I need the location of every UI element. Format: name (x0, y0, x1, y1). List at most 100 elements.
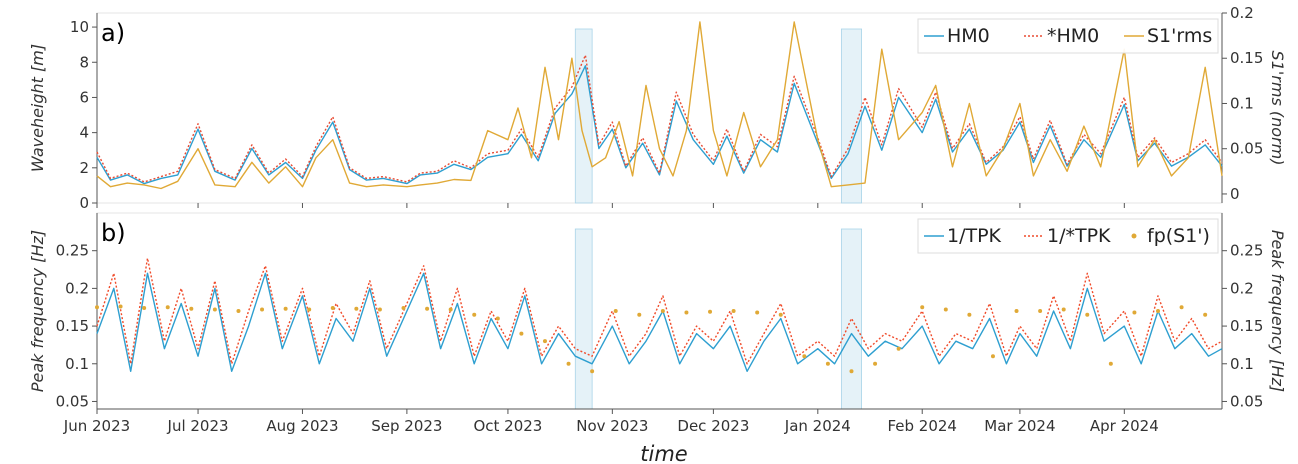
data-point (1132, 310, 1137, 315)
y-axis-label: Peak frequency [Hz] (28, 230, 47, 392)
data-point (212, 307, 217, 312)
y-tick-label: 2 (79, 159, 89, 177)
series-line (96, 257, 1223, 365)
data-point (1061, 307, 1066, 312)
data-point (260, 307, 265, 312)
data-point (637, 312, 642, 317)
y-tick-right-label: 0.05 (1230, 140, 1263, 158)
y-tick-right-label: 0.05 (1230, 392, 1263, 410)
legend-entry: HM0 (947, 25, 990, 47)
y-tick-label: 0.25 (56, 242, 89, 260)
x-tick-label: Sep 2023 (371, 417, 442, 435)
data-point (943, 307, 948, 312)
y-axis-right-label: Peak frequency [Hz] (1268, 230, 1287, 392)
y-tick-right-label: 0.15 (1230, 49, 1263, 67)
x-tick-label: Feb 2024 (887, 417, 957, 435)
data-point (236, 309, 241, 313)
legend-entry: S1'rms (1147, 25, 1212, 47)
y-tick-right-label: 0.2 (1230, 279, 1254, 297)
data-point (613, 309, 618, 313)
legend-entry: 1/TPK (947, 225, 1002, 247)
y-tick-label: 0.2 (65, 279, 89, 297)
panel-a: 0 2 4 6 8 10 0 0.05 0.1 0.15 0.2 Waveheight [m] S1'r… (28, 4, 1287, 212)
x-tick-label: Jan 2024 (784, 417, 851, 435)
y-tick-label: 0.1 (65, 355, 89, 373)
data-point (778, 312, 783, 317)
data-point (590, 369, 595, 374)
y-tick-label: 6 (79, 88, 89, 106)
highlight-span (840, 28, 862, 204)
x-axis: Jun 2023 Jul 2023 Aug 2023 Sep 2023 Oct 2023… (63, 203, 1222, 435)
y-tick-right-label: 0.15 (1230, 317, 1263, 335)
data-point (142, 305, 147, 310)
data-point (1014, 309, 1019, 313)
data-point (755, 310, 760, 315)
y-tick-label: 0.05 (56, 392, 89, 410)
y-tick-label: 0.15 (56, 317, 89, 335)
legend-marker (1131, 233, 1137, 239)
data-point (118, 304, 123, 309)
data-point (967, 312, 972, 317)
series-line (96, 65, 1223, 185)
data-point (684, 310, 689, 315)
data-point (849, 369, 854, 374)
x-tick-label: Jul 2023 (167, 417, 229, 435)
series-line (96, 21, 1223, 190)
data-point (495, 316, 500, 321)
y-tick-right-label: 0.1 (1230, 355, 1254, 373)
data-point (95, 305, 99, 310)
data-point (920, 305, 925, 310)
panel-b: 0.05 0.1 0.15 0.2 0.25 0.05 0.1 0.15 0.2 0.25 Peak… (28, 212, 1287, 410)
data-point (165, 305, 170, 310)
panel-label: b) (101, 219, 126, 247)
data-point (1203, 312, 1208, 317)
y-tick-label: 8 (79, 53, 89, 71)
y-axis-label: Waveheight [m] (28, 44, 47, 172)
y-tick-right-label: 0.25 (1230, 242, 1263, 260)
data-point (307, 307, 312, 312)
data-point (708, 309, 713, 314)
data-point (189, 306, 194, 311)
legend-entry: 1/*TPK (1047, 225, 1111, 247)
y-tick-label: 0 (79, 194, 89, 212)
highlight-span (574, 228, 593, 410)
y-tick-right-label: 0.1 (1230, 94, 1254, 112)
data-point (354, 306, 359, 311)
highlight-span (574, 28, 593, 204)
x-tick-label: Mar 2024 (984, 417, 1055, 435)
data-point (731, 309, 736, 313)
data-point (1038, 309, 1043, 313)
y-tick-right-label: 0.2 (1230, 4, 1254, 22)
legend-box (917, 218, 1219, 254)
data-point (283, 306, 288, 311)
legend-entry: *HM0 (1047, 25, 1099, 47)
x-tick-label: Nov 2023 (576, 417, 648, 435)
data-point (990, 354, 995, 359)
panel-label: a) (101, 19, 125, 47)
data-point (542, 339, 547, 344)
data-point (330, 305, 335, 310)
data-point (1179, 305, 1184, 310)
data-point (802, 354, 807, 359)
y-axis-right-label: S1'rms (norm) (1268, 51, 1287, 166)
y-tick-label: 4 (79, 124, 89, 142)
data-point (377, 307, 382, 312)
x-tick-label: Apr 2024 (1090, 417, 1159, 435)
x-tick-label: Dec 2023 (677, 417, 749, 435)
y-tick-label: 10 (70, 18, 89, 36)
data-point (825, 361, 830, 366)
data-point (425, 306, 430, 311)
data-point (660, 309, 665, 313)
x-tick-label: Aug 2023 (266, 417, 338, 435)
data-point (873, 361, 878, 366)
x-tick-label: Oct 2023 (473, 417, 542, 435)
legend: HM0 *HM0 S1'rms (917, 18, 1219, 54)
x-axis-label: time (640, 442, 687, 464)
data-point (519, 331, 524, 336)
data-point (566, 361, 571, 366)
data-point (896, 346, 901, 351)
data-point (401, 305, 406, 310)
data-point (1156, 309, 1161, 313)
y-tick-right-label: 0 (1230, 185, 1240, 203)
highlight-span (840, 228, 862, 410)
